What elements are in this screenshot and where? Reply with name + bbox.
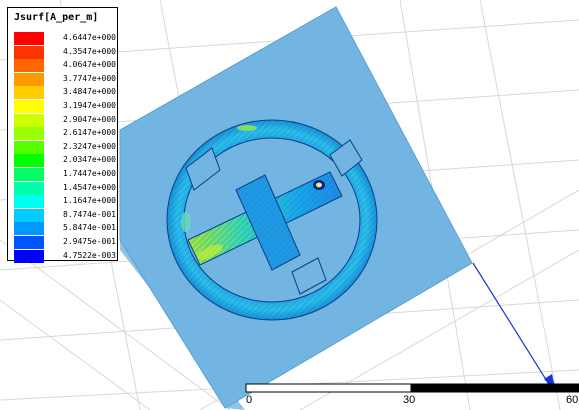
legend-value: 4.7522e-003 (63, 250, 116, 260)
legend-value: 1.7447e+000 (63, 169, 116, 178)
cross-feed-patch[interactable] (187, 171, 343, 271)
legend-value: 3.7747e+000 (63, 73, 116, 83)
legend-swatch (14, 100, 44, 113)
legend-value: 2.6147e+000 (63, 128, 116, 138)
legend-swatch (14, 168, 44, 181)
legend-value: 3.1947e+000 (63, 101, 116, 110)
legend-value: 4.6447e+000 (63, 33, 116, 42)
legend-value: 5.8474e-001 (63, 223, 116, 233)
legend-value: 2.9047e+000 (63, 114, 116, 124)
scale-bar (245, 383, 579, 393)
legend-value: 8.7474e-001 (63, 209, 116, 219)
legend-title: Jsurf[A_per_m] (14, 12, 99, 23)
feed-point[interactable] (313, 180, 325, 190)
legend-value: 2.3247e+000 (63, 141, 116, 151)
legend-swatch (14, 113, 44, 127)
legend-swatch (14, 127, 44, 141)
legend-value: 2.0347e+000 (63, 155, 116, 165)
legend-swatch (14, 140, 44, 154)
scale-tick-0: 0 (246, 394, 253, 406)
legend-swatch (14, 208, 44, 222)
hotspot-highlights (181, 125, 257, 260)
ring-slot-notches (185, 139, 363, 295)
legend-swatch (14, 72, 44, 86)
legend-swatch (14, 45, 44, 59)
scale-tick-30: 30 (403, 394, 416, 406)
legend-value: 2.9475e-001 (63, 237, 116, 246)
legend-swatch (14, 154, 44, 168)
legend-swatch (14, 86, 44, 100)
legend-swatch (14, 195, 44, 209)
scale-tick-60: 60 (566, 394, 579, 406)
legend-swatch (14, 181, 44, 195)
legend-swatch (14, 59, 44, 73)
legend-value: 1.1647e+000 (63, 196, 116, 206)
color-legend[interactable]: Jsurf[A_per_m] 4.6447e+000 4.3547e+000 4.0… (7, 7, 118, 263)
legend-value: 3.4847e+000 (63, 87, 116, 97)
legend-swatch (14, 236, 44, 249)
legend-value: 1.4547e+000 (63, 182, 116, 192)
legend-value: 4.0647e+000 (63, 60, 116, 70)
legend-swatch (14, 249, 44, 263)
legend-swatch (14, 222, 44, 236)
legend-value: 4.3547e+000 (63, 46, 116, 56)
legend-swatch (14, 32, 44, 45)
